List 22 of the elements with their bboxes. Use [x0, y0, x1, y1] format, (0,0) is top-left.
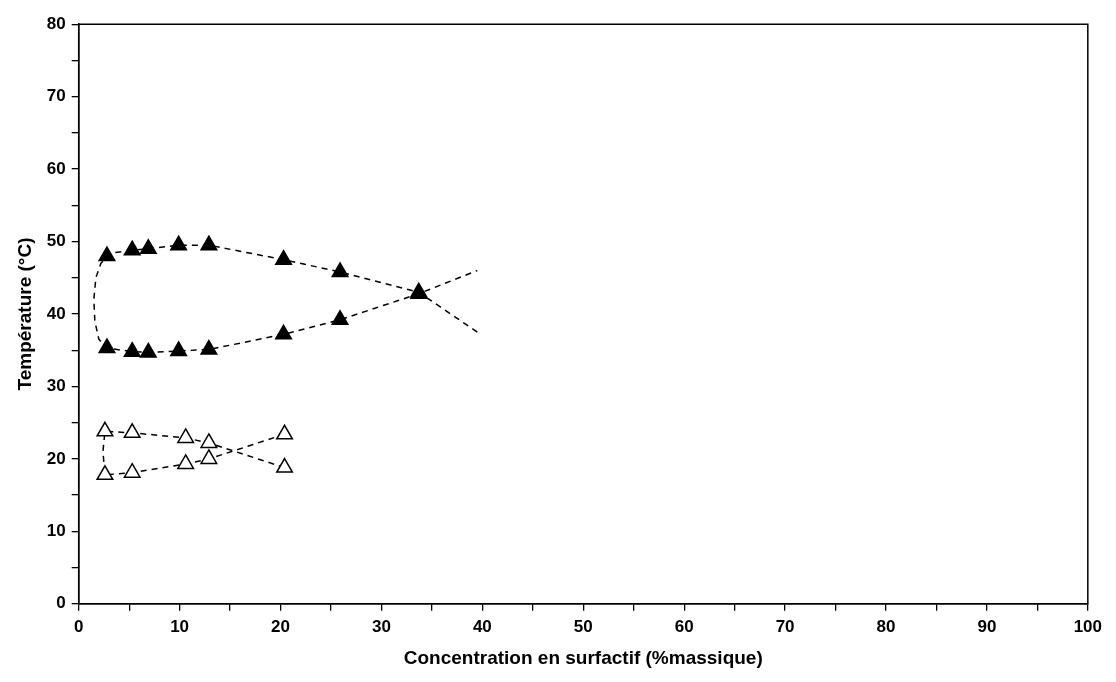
x-tick-label: 30 [371, 616, 391, 636]
x-tick-label: 70 [775, 616, 795, 636]
y-tick-label: 30 [46, 376, 66, 396]
y-tick-label: 40 [46, 303, 66, 323]
x-tick-label: 60 [674, 616, 694, 636]
x-tick-label: 90 [977, 616, 997, 636]
y-tick-label: 10 [46, 521, 66, 541]
x-axis-title: Concentration en surfactif (%massique) [403, 646, 763, 668]
y-tick-label: 60 [46, 158, 66, 178]
x-tick-label: 10 [170, 616, 190, 636]
x-tick-label: 20 [271, 616, 290, 636]
y-tick-label: 50 [46, 231, 66, 251]
x-tick-label: 80 [876, 616, 896, 636]
y-tick-label: 0 [56, 593, 66, 613]
x-tick-label: 100 [1073, 616, 1103, 636]
y-tick-label: 20 [46, 448, 66, 468]
x-tick-label: 0 [73, 616, 84, 636]
y-tick-label: 80 [46, 13, 66, 33]
x-tick-label: 40 [472, 616, 492, 636]
y-axis-title: Température (°C) [13, 237, 35, 391]
x-tick-label: 50 [573, 616, 593, 636]
y-tick-label: 70 [46, 86, 66, 106]
